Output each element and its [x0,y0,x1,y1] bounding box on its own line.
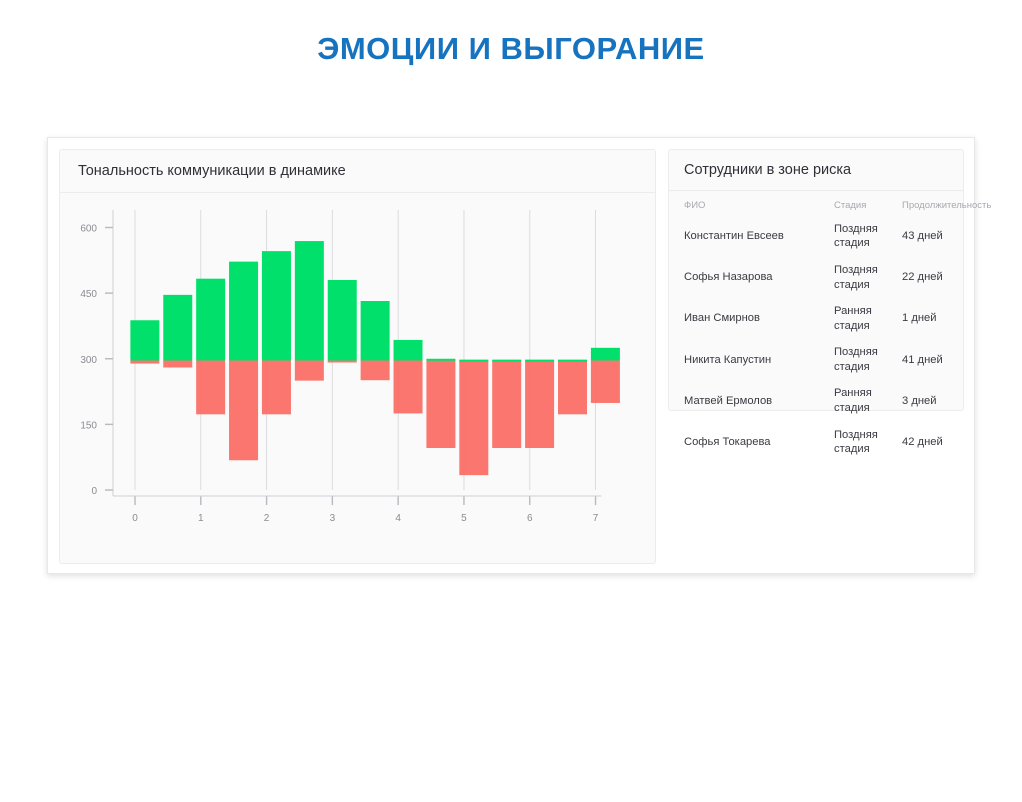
bar-negative[interactable] [196,360,226,415]
bar-positive[interactable] [590,347,620,361]
cell-employee-name: Константин Евсеев [684,230,784,243]
table-row[interactable]: Матвей Ермолов Ранняя стадия 3 дней [669,380,972,421]
bar-positive[interactable] [229,261,259,361]
risk-card-header: Сотрудники в зоне риска [669,150,963,191]
table-row[interactable]: Софья Назарова Поздняя стадия 22 дней [669,257,972,298]
cell-duration: 22 дней [902,271,943,284]
cell-burnout-stage: Поздняя стадия [834,264,878,291]
table-head: ФИО Стадия Продолжительность [669,191,992,216]
cell-burnout-stage: Ранняя стадия [834,387,872,414]
cell-employee-name: Никита Капустин [684,353,772,366]
y-tick-label: 600 [80,224,97,235]
x-tick-label: 4 [395,513,401,524]
bar-negative[interactable] [360,360,390,381]
cell-duration: 41 дней [902,353,943,366]
cell-employee-name: Иван Смирнов [684,312,760,325]
cell-employee-name: Софья Токарева [684,435,771,448]
y-tick-label: 150 [80,420,97,431]
cell-burnout-stage: Ранняя стадия [834,305,872,332]
bar-negative[interactable] [459,360,489,476]
bar-negative[interactable] [261,360,291,415]
x-tick-label: 0 [132,513,138,524]
page-title: ЭМОЦИИ И ВЫГОРАНИЕ [317,31,705,66]
y-tick-label: 0 [91,486,97,497]
bar-negative[interactable] [590,360,620,403]
table-row[interactable]: Иван Смирнов Ранняя стадия 1 дней [669,298,972,339]
bar-positive[interactable] [459,359,489,362]
bar-positive[interactable] [294,241,324,361]
x-tick-label: 3 [330,513,336,524]
cell-duration: 3 дней [902,394,937,407]
bar-negative[interactable] [163,360,193,368]
x-tick-label: 2 [264,513,270,524]
tone-dynamics-bar-chart[interactable]: 0 150 300 450 600 0 1 2 3 4 5 6 7 [60,193,657,564]
chart-plot-area: 0 150 300 450 600 0 1 2 3 4 5 6 7 [60,193,655,564]
table-row[interactable]: Софья Токарева Поздняя стадия 42 дней [669,422,972,463]
bar-positive[interactable] [327,280,357,361]
bar-positive[interactable] [360,301,390,361]
cell-burnout-stage: Поздняя стадия [834,428,878,456]
column-header-name: ФИО [684,200,706,211]
chart-title: Тональность коммуникации в динамике [78,163,346,179]
bar-positive[interactable] [558,359,587,362]
bar-positive[interactable] [130,320,160,361]
y-tick-label: 300 [80,355,97,366]
bar-negative[interactable] [492,360,522,449]
x-tick-label: 6 [527,513,533,524]
cell-employee-name: Матвей Ермолов [684,394,773,407]
y-tick-label: 450 [80,289,97,300]
bar-positive[interactable] [163,294,193,361]
table-header-row: ФИО Стадия Продолжительность [669,191,992,216]
chart-card: Тональность коммуникации в динамике 0 150… [59,149,656,564]
table-row[interactable]: Никита Капустин Поздняя стадия 41 дней [669,339,972,380]
chart-card-header: Тональность коммуникации в динамике [60,150,655,193]
column-header-stage: Стадия [834,200,867,211]
bar-positive[interactable] [525,359,555,362]
cell-duration: 43 дней [902,230,943,243]
cell-burnout-stage: Поздняя стадия [834,346,878,373]
table-row[interactable]: Константин Евсеев Поздняя стадия 43 дней [669,216,972,257]
risk-employees-table: ФИО Стадия Продолжительность Константин … [669,191,992,463]
cell-duration: 42 дней [902,435,943,448]
bar-negative[interactable] [229,360,259,461]
bar-negative[interactable] [525,360,555,449]
bar-negative[interactable] [130,360,160,364]
risk-card-title: Сотрудники в зоне риска [684,162,852,178]
table-body: Константин Евсеев Поздняя стадия 43 дней Со… [669,216,972,463]
dashboard-panel: Тональность коммуникации в динамике 0 150… [47,137,991,574]
risk-employees-card: Сотрудники в зоне риска ФИО Стадия Продо… [668,149,991,455]
bar-positive[interactable] [393,339,423,361]
bar-negative[interactable] [294,360,324,381]
bar-positive[interactable] [196,278,226,361]
bar-negative[interactable] [327,360,357,363]
bar-positive[interactable] [426,358,456,361]
bar-negative[interactable] [558,360,587,415]
cell-employee-name: Софья Назарова [684,271,773,284]
cell-duration: 1 дней [902,312,937,325]
x-tick-label: 5 [461,513,467,524]
bar-negative[interactable] [393,360,423,414]
column-header-duration: Продолжительность [902,200,992,211]
x-tick-label: 7 [593,513,599,524]
bar-positive[interactable] [261,251,291,361]
cell-burnout-stage: Поздняя стадия [834,222,878,250]
bar-positive[interactable] [492,359,522,362]
bar-negative[interactable] [426,360,456,449]
x-tick-label: 1 [198,513,204,524]
